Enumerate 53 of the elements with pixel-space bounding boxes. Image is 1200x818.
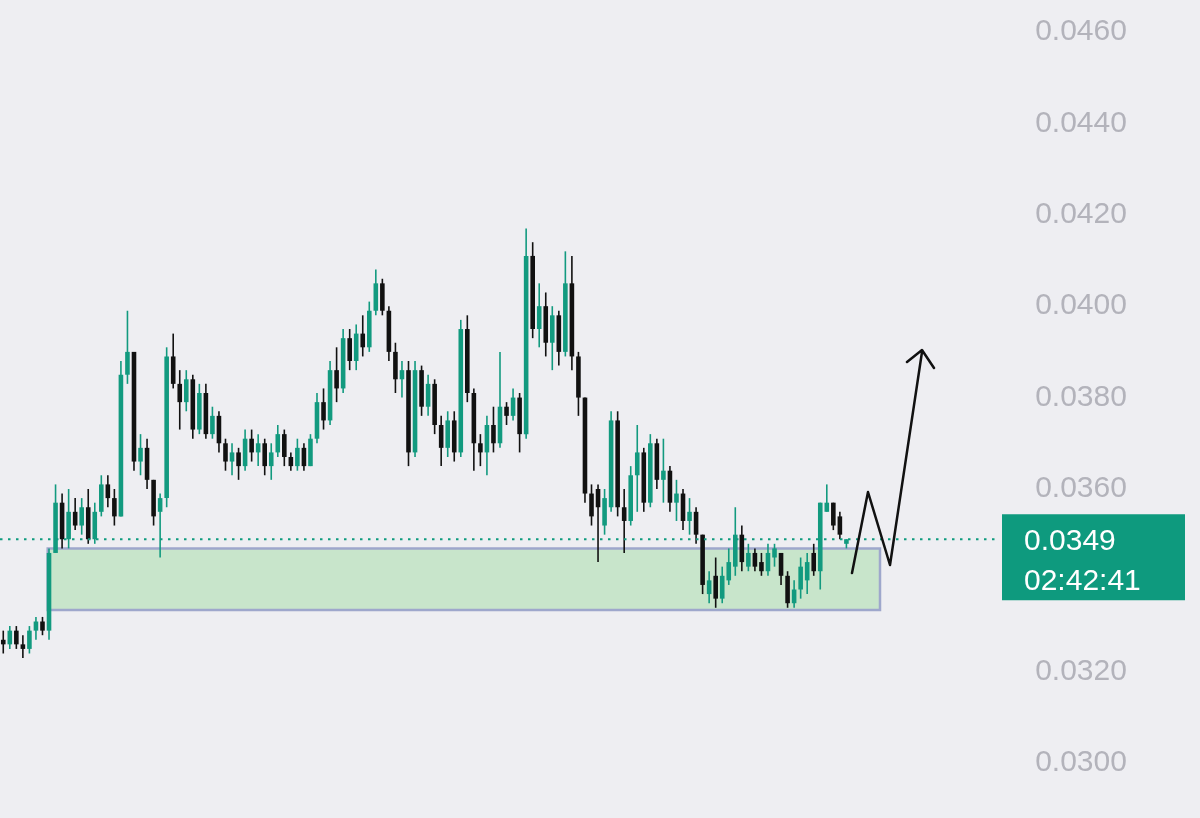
candlestick [811,543,817,577]
candlestick [360,314,366,358]
candlestick [589,483,594,527]
candlestick [138,433,143,477]
candlestick [0,629,6,655]
y-tick-label: 0.0360 [1035,470,1127,504]
candlestick [229,442,235,477]
candlestick [112,488,117,527]
y-tick-label: 0.0380 [1035,378,1127,412]
candlestick [79,497,84,536]
candlestick [275,424,281,458]
candlestick [772,543,777,568]
candlestick [837,511,843,541]
candlestick [713,556,718,609]
candlestick [295,437,300,472]
candlestick [236,447,241,481]
candlestick [210,405,215,440]
candlestick [14,625,19,650]
candlestick [321,387,326,431]
candlestick [282,428,287,467]
candlestick [759,552,764,577]
candlestick [746,543,751,573]
candlestick [536,282,542,349]
y-tick-label: 0.0300 [1035,744,1127,778]
candlestick [491,405,496,454]
candlestick [27,625,32,655]
text: 02:42:41 [1024,562,1141,596]
candlestick [262,437,268,477]
candlestick [661,437,666,504]
candlestick [40,616,45,637]
candlestick [798,556,803,600]
candlestick [504,401,509,426]
candlestick [478,433,483,467]
candlestick [20,634,26,659]
y-tick-label: 0.0320 [1035,653,1127,687]
y-tick-label: 0.0400 [1035,287,1127,321]
candlestick [634,424,640,513]
candlestick [223,437,228,472]
candlestick [674,479,679,522]
candlestick [177,369,183,431]
candlestick [249,428,254,463]
y-tick-label: 0.0420 [1035,196,1127,230]
y-tick-label: 0.0440 [1035,104,1127,138]
candlestick [347,328,352,371]
candlestick [687,497,692,536]
candlestick [334,346,339,403]
candlestick [125,309,130,385]
candlestick [183,369,189,413]
candlestick [268,442,274,481]
candlestick [831,501,836,531]
candlestick [33,616,39,641]
ref-line-label: 0.0349 [1024,522,1116,556]
y-tick-label: 0.0460 [1035,13,1127,47]
